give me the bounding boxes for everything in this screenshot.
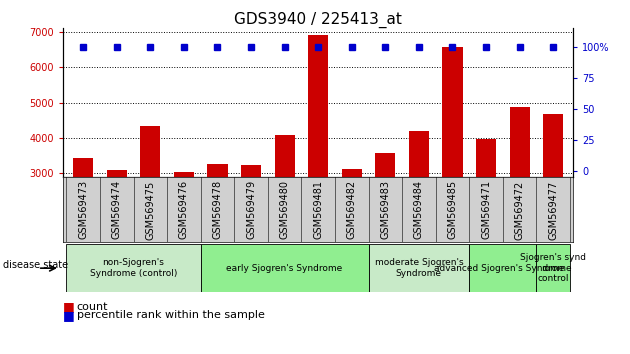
Bar [543,114,563,280]
Bar [106,170,127,280]
Bar [409,131,429,280]
Bar [241,165,261,280]
Bar [510,107,530,280]
Bar [375,153,396,280]
Bar [536,244,570,292]
Text: disease state: disease state [3,259,68,270]
Text: advanced Sjogren's Syndrome: advanced Sjogren's Syndrome [434,264,571,273]
Text: GSM569481: GSM569481 [313,180,323,239]
Text: ■: ■ [63,309,75,321]
Bar [476,139,496,280]
Bar [73,158,93,280]
Text: GSM569474: GSM569474 [112,180,122,239]
Text: percentile rank within the sample: percentile rank within the sample [77,310,265,320]
Text: GSM569482: GSM569482 [346,180,357,239]
Text: GSM569471: GSM569471 [481,180,491,239]
Bar [275,135,295,280]
Title: GDS3940 / 225413_at: GDS3940 / 225413_at [234,12,402,28]
Text: GSM569472: GSM569472 [515,180,525,240]
Text: GSM569473: GSM569473 [78,180,88,239]
Bar [469,244,536,292]
Bar [369,244,469,292]
Bar [174,172,194,280]
Text: GSM569480: GSM569480 [280,180,290,239]
Text: count: count [77,302,108,312]
Text: Sjogren's synd
rome
control: Sjogren's synd rome control [520,253,586,283]
Bar [66,244,200,292]
Text: ■: ■ [63,301,75,313]
Bar [140,126,161,280]
Bar [207,164,227,280]
Bar [200,244,369,292]
Text: moderate Sjogren's
Syndrome: moderate Sjogren's Syndrome [375,258,463,278]
Text: GSM569483: GSM569483 [381,180,391,239]
Bar [308,35,328,280]
Text: GSM569479: GSM569479 [246,180,256,239]
Text: GSM569476: GSM569476 [179,180,189,239]
Text: GSM569477: GSM569477 [548,180,558,240]
Bar [442,47,462,280]
Bar [341,169,362,280]
Text: GSM569478: GSM569478 [212,180,222,239]
Text: GSM569484: GSM569484 [414,180,424,239]
Text: GSM569485: GSM569485 [447,180,457,239]
Text: early Sjogren's Syndrome: early Sjogren's Syndrome [226,264,343,273]
Text: GSM569475: GSM569475 [146,180,155,240]
Text: non-Sjogren's
Syndrome (control): non-Sjogren's Syndrome (control) [90,258,177,278]
